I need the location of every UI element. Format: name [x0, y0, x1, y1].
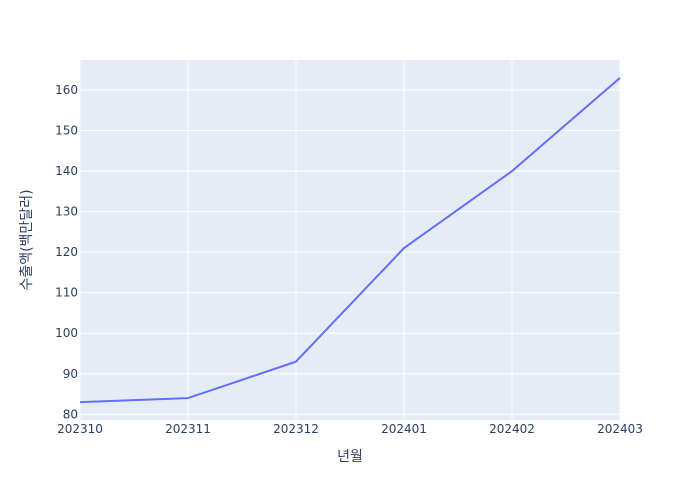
data-point: [295, 361, 297, 363]
y-tick-label: 80: [63, 407, 78, 421]
y-tick-label: 90: [63, 367, 78, 381]
x-axis-title: 년월: [337, 449, 363, 465]
y-tick-label: 160: [55, 83, 78, 97]
series-line: [79, 77, 621, 404]
y-axis-title: 수출액(백만달러): [19, 189, 35, 290]
y-axis-ticks: 80 90 100 110 120 130 140 150 160: [55, 83, 78, 421]
y-tick-label: 120: [55, 245, 78, 259]
grid: [79, 60, 621, 420]
data-point: [619, 77, 621, 79]
plot-background: [80, 60, 620, 420]
y-tick-label: 150: [55, 124, 78, 138]
x-tick-label: 202311: [165, 422, 211, 436]
y-tick-label: 140: [55, 164, 78, 178]
x-tick-label: 202402: [489, 422, 535, 436]
x-tick-label: 202401: [381, 422, 427, 436]
y-tick-label: 130: [55, 205, 78, 219]
series-layer: [79, 77, 621, 404]
data-point: [187, 397, 189, 399]
data-point: [403, 247, 405, 249]
x-tick-label: 202310: [57, 422, 103, 436]
y-tick-label: 110: [55, 286, 78, 300]
data-point: [79, 401, 81, 403]
data-point: [511, 170, 513, 172]
y-tick-label: 100: [55, 326, 78, 340]
x-axis-ticks: 202310 202311 202312 202401 202402 202403: [57, 422, 643, 436]
x-tick-label: 202403: [597, 422, 643, 436]
x-tick-label: 202312: [273, 422, 319, 436]
